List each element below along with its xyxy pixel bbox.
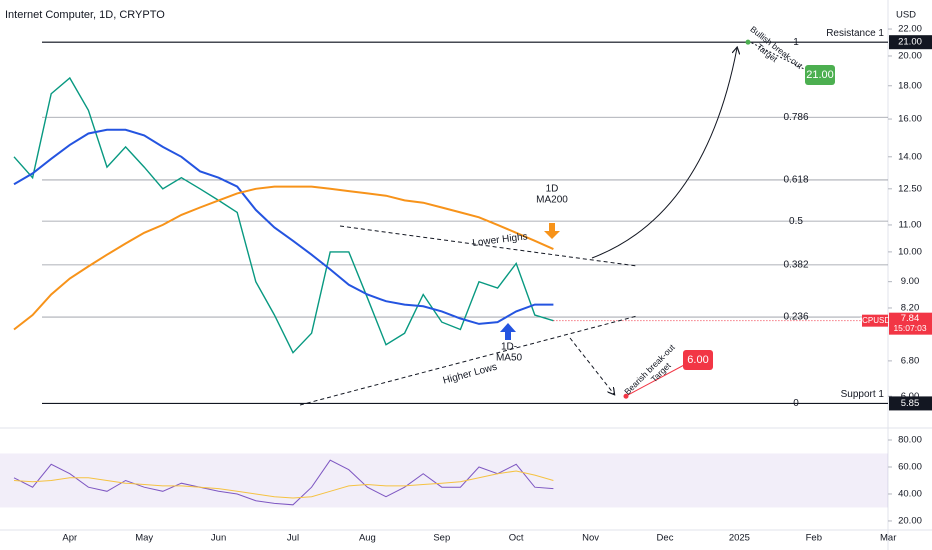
ma-label: 1D [546,184,559,195]
level-price: 5.85 [901,398,920,409]
ma-label: MA200 [536,195,568,206]
bearish-arrow [569,337,614,394]
ma50-arrow [500,323,516,340]
x-tick-label: Jun [211,533,226,544]
bullish-arrow [591,48,737,259]
ma-label: MA50 [496,353,523,364]
rsi-band [0,453,888,508]
y-tick-label: 40.00 [898,488,922,499]
x-tick-label: Nov [582,533,599,544]
level-tag [889,396,932,411]
symbol-tag [862,314,888,327]
level-price: 21.00 [898,37,922,48]
y-tick-label: 10.00 [898,246,922,257]
y-tick-label: 80.00 [898,435,922,446]
level-name: Resistance 1 [826,28,884,39]
fib-ratio: 1 [793,37,799,48]
series-line [13,459,554,506]
fib-ratio: 0.786 [783,112,808,123]
y-tick-label: 8.20 [901,302,920,313]
chart-title: Internet Computer, 1D, CRYPTO [5,9,165,21]
fib-ratio: 0.236 [783,312,808,323]
countdown: 15:07:03 [893,323,926,333]
x-tick-label: Apr [62,533,77,544]
y-tick-label: 6.00 [901,391,920,402]
drawings [299,40,807,406]
level-name: Support 1 [841,389,885,400]
bullish-target-leader [747,40,807,71]
x-tick-label: Mar [880,533,896,544]
x-tick-label: May [135,533,153,544]
series-line [13,185,554,331]
fib-ratio: 0.5 [789,216,803,227]
price-tag [889,312,932,335]
higher-lows-trendline [299,315,638,406]
currency: USD [896,10,916,21]
y-tick-label: 6.80 [901,355,920,366]
x-tick-label: 2025 [729,533,750,544]
target-price: 21.00 [806,69,834,81]
target-box [805,65,835,85]
x-tick-label: Feb [806,533,822,544]
series-line [13,128,554,325]
y-tick-label: 22.00 [898,24,922,35]
x-tick-label: Dec [657,533,674,544]
y-tick-label: 9.00 [901,276,920,287]
y-tick-label: 20.00 [898,515,922,526]
y-tick-label: 12.50 [898,183,922,194]
fib-ratio: 0.618 [783,175,808,186]
x-tick-label: Aug [359,533,376,544]
y-tick-label: 16.00 [898,114,922,125]
target-price: 6.00 [687,354,708,366]
x-tick-label: Sep [433,533,450,544]
ma-label: 1D- [501,342,517,353]
x-tick-label: Jul [287,533,299,544]
last-price: 7.84 [901,313,920,324]
lower-highs-trendline [339,225,638,267]
level-tag [889,35,932,50]
y-tick-label: 20.00 [898,50,922,61]
target-point [623,393,629,399]
target-box [683,350,713,370]
y-tick-label: 14.00 [898,151,922,162]
x-tick-label: Oct [509,533,524,544]
y-tick-label: 11.00 [898,219,921,230]
series-line [13,76,554,354]
y-tick-label: 60.00 [898,462,922,473]
series-line [13,470,554,499]
bearish-target-leader [625,363,687,397]
fib-ratio: 0 [793,398,799,409]
fib-ratio: 0.382 [783,260,808,271]
target-point [745,39,751,45]
y-tick-label: 18.00 [898,80,922,91]
symbol: ICPUSD [860,316,890,325]
ma200-arrow [544,223,560,239]
